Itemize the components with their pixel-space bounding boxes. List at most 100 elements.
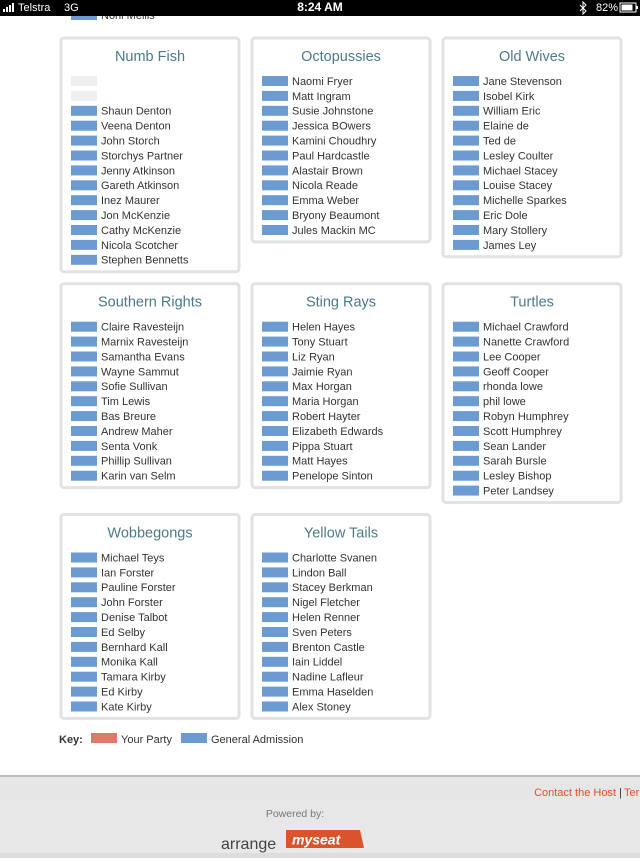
seat-box bbox=[453, 239, 479, 250]
logo-text: arrange bbox=[221, 836, 276, 853]
terms-link[interactable]: Ter bbox=[624, 787, 640, 799]
seat-box bbox=[262, 627, 288, 637]
seat-box bbox=[71, 396, 97, 407]
logo-tab bbox=[286, 830, 364, 848]
guest-name: Liz Ryan bbox=[292, 351, 335, 363]
seat-box bbox=[262, 455, 288, 466]
guest-name: Nicola Scotcher bbox=[101, 240, 178, 252]
seat-box bbox=[262, 165, 288, 176]
guest-name: Lesley Bishop bbox=[483, 471, 552, 483]
guest-name: Lesley Coulter bbox=[483, 150, 554, 162]
bluetooth-icon bbox=[579, 0, 587, 16]
table-title: Turtles bbox=[510, 295, 554, 311]
seat-box bbox=[262, 321, 288, 332]
table-title: Old Wives bbox=[499, 49, 565, 65]
guest-name: Jules Mackin MC bbox=[292, 225, 376, 237]
logo[interactable]: arrange myseat bbox=[221, 830, 364, 853]
seat-box bbox=[453, 180, 479, 191]
seat-box bbox=[71, 381, 97, 392]
seat-box bbox=[262, 440, 288, 451]
seat-box bbox=[262, 76, 288, 86]
contact-link[interactable]: Contact the Host bbox=[534, 787, 616, 799]
guest-name: Helen Hayes bbox=[292, 322, 355, 334]
seat-box bbox=[71, 686, 97, 697]
seat-box bbox=[453, 135, 479, 146]
seat-box bbox=[262, 641, 288, 652]
guest-name: James Ley bbox=[483, 240, 537, 252]
seat-box bbox=[71, 470, 97, 481]
guest-name: Sofie Sullivan bbox=[101, 381, 168, 393]
seat-box bbox=[262, 195, 288, 206]
guest-name: Bernhard Kall bbox=[101, 642, 168, 654]
seat-box bbox=[71, 612, 97, 623]
seat-box bbox=[453, 366, 479, 377]
seat-box bbox=[453, 195, 479, 206]
seat-box bbox=[262, 656, 288, 667]
seat-box bbox=[262, 366, 288, 377]
guest-name: Nigel Fletcher bbox=[292, 597, 360, 609]
guest-name: Jenny Atkinson bbox=[101, 165, 175, 177]
seat-box bbox=[262, 426, 288, 436]
seat-box bbox=[262, 210, 288, 221]
guest-name: rhonda lowe bbox=[483, 381, 543, 393]
guest-name: Inez Maurer bbox=[101, 195, 160, 207]
guest-name: Sarah Bursle bbox=[483, 456, 547, 468]
guest-name: Storchys Partner bbox=[101, 150, 183, 162]
seat-box bbox=[262, 396, 288, 407]
seat-box bbox=[71, 411, 97, 422]
guest-name: Lee Cooper bbox=[483, 351, 541, 363]
table-title: Yellow Tails bbox=[304, 525, 378, 541]
guest-name: Robert Hayter bbox=[292, 411, 361, 423]
seat-box bbox=[262, 336, 288, 347]
seat-box bbox=[71, 105, 97, 116]
seat-box bbox=[262, 671, 288, 682]
seat-box bbox=[453, 321, 479, 332]
seat-box bbox=[71, 567, 97, 578]
guest-name: Wayne Sammut bbox=[101, 366, 179, 378]
guest-name: Emma Weber bbox=[292, 195, 359, 207]
table-title: Numb Fish bbox=[115, 49, 185, 65]
table-card bbox=[250, 513, 432, 720]
seat-box bbox=[71, 120, 97, 131]
guest-name: Claire Ravesteijn bbox=[101, 322, 184, 334]
seat-box bbox=[453, 411, 479, 422]
guest-name: Ed Selby bbox=[101, 627, 146, 639]
powered-by: Powered by: bbox=[266, 808, 324, 820]
guest-name: Geoff Cooper bbox=[483, 366, 549, 378]
guest-name: Marnix Ravesteijn bbox=[101, 337, 188, 349]
network: 3G bbox=[64, 2, 79, 14]
battery-level: 82% bbox=[596, 2, 618, 14]
seat-box bbox=[262, 612, 288, 623]
seat-box bbox=[71, 195, 97, 206]
seat-box bbox=[71, 582, 97, 593]
seat-box bbox=[453, 120, 479, 131]
seat-box bbox=[453, 485, 479, 496]
seat-box bbox=[262, 552, 288, 563]
table-title: Sting Rays bbox=[306, 295, 376, 311]
seat-box bbox=[71, 254, 97, 265]
key-swatch bbox=[181, 733, 207, 743]
guest-name: Sean Lander bbox=[483, 441, 546, 453]
carrier: Telstra bbox=[18, 2, 51, 14]
status-bar bbox=[0, 0, 640, 16]
guest-name: Nicola Reade bbox=[292, 180, 358, 192]
guest-name: John Forster bbox=[101, 597, 163, 609]
guest-name: Jane Stevenson bbox=[483, 76, 562, 88]
guest-name: Senta Vonk bbox=[101, 441, 158, 453]
seat-box bbox=[71, 455, 97, 466]
seat-box bbox=[453, 105, 479, 116]
table-card bbox=[441, 36, 623, 259]
seat-box bbox=[262, 180, 288, 191]
guest-name: Phillip Sullivan bbox=[101, 456, 172, 468]
seat-box bbox=[71, 165, 97, 176]
battery-icon bbox=[619, 2, 638, 13]
seat-box bbox=[453, 440, 479, 451]
guest-name: John Storch bbox=[101, 136, 160, 148]
seat-box bbox=[71, 225, 97, 235]
guest-name: Scott Humphrey bbox=[483, 426, 562, 438]
seat-box bbox=[262, 150, 288, 161]
guest-name: Tim Lewis bbox=[101, 396, 151, 408]
guest-name: Stacey Berkman bbox=[292, 582, 373, 594]
guest-name: Kate Kirby bbox=[101, 701, 152, 713]
